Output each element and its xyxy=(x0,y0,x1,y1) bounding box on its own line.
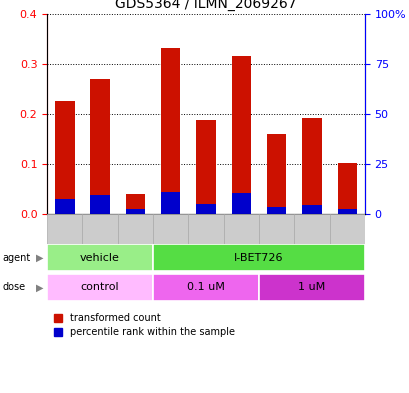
Bar xyxy=(117,214,153,244)
Bar xyxy=(126,209,145,214)
Bar xyxy=(337,209,356,214)
Bar xyxy=(196,120,215,214)
Bar xyxy=(231,193,250,214)
Bar xyxy=(301,118,321,214)
Text: 0.1 uM: 0.1 uM xyxy=(187,282,225,292)
Bar xyxy=(301,205,321,214)
Text: dose: dose xyxy=(2,282,25,292)
Bar xyxy=(196,204,215,214)
Bar xyxy=(90,195,110,214)
Text: 1 uM: 1 uM xyxy=(298,282,325,292)
Legend: transformed count, percentile rank within the sample: transformed count, percentile rank withi… xyxy=(52,311,236,339)
Bar xyxy=(161,48,180,214)
Bar xyxy=(126,194,145,214)
Bar xyxy=(55,101,74,214)
Bar xyxy=(223,214,258,244)
Bar xyxy=(90,79,110,214)
Title: GDS5364 / ILMN_2069267: GDS5364 / ILMN_2069267 xyxy=(115,0,296,11)
Bar xyxy=(266,134,285,214)
Bar xyxy=(258,214,294,244)
Text: control: control xyxy=(81,282,119,292)
Bar xyxy=(188,214,223,244)
Bar xyxy=(258,274,364,301)
Text: agent: agent xyxy=(2,253,30,263)
Bar xyxy=(82,214,117,244)
Bar xyxy=(337,163,356,214)
Bar xyxy=(329,214,364,244)
Text: ▶: ▶ xyxy=(36,253,44,263)
Bar xyxy=(161,192,180,214)
Bar xyxy=(55,199,74,214)
Bar xyxy=(47,214,82,244)
Bar xyxy=(153,244,364,271)
Bar xyxy=(294,214,329,244)
Text: ▶: ▶ xyxy=(36,282,44,292)
Bar xyxy=(153,274,258,301)
Text: vehicle: vehicle xyxy=(80,253,120,263)
Bar xyxy=(153,214,188,244)
Text: I-BET726: I-BET726 xyxy=(234,253,283,263)
Bar xyxy=(266,207,285,214)
Bar xyxy=(47,274,153,301)
Bar xyxy=(231,56,250,214)
Bar xyxy=(47,244,153,271)
